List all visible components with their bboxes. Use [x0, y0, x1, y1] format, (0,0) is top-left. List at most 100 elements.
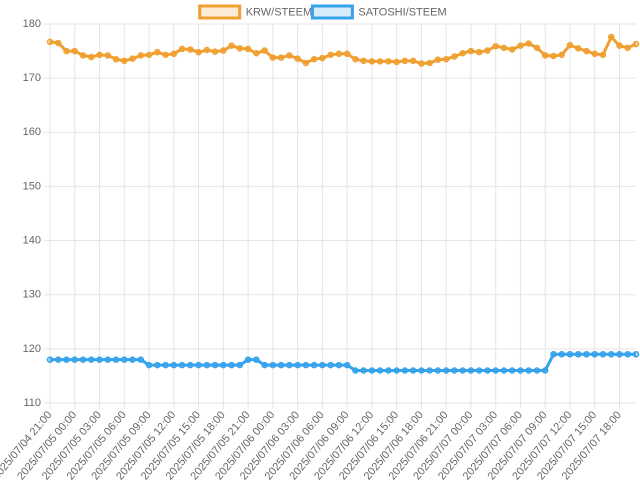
data-point: [426, 59, 433, 67]
data-point: [508, 367, 516, 374]
data-point: [624, 44, 631, 52]
data-point: [121, 57, 128, 65]
data-point: [294, 361, 301, 369]
data-point: [599, 351, 607, 358]
data-point: [319, 54, 326, 62]
data-point: [467, 47, 475, 55]
data-point: [236, 45, 244, 52]
data-point: [343, 361, 351, 369]
data-point: [533, 44, 541, 52]
data-point: [492, 367, 499, 374]
data-point: [517, 42, 524, 49]
y-tick-label: 110: [23, 397, 41, 409]
y-tick-label: 150: [23, 180, 41, 192]
data-point: [203, 46, 211, 54]
data-point: [195, 361, 202, 369]
data-point: [583, 47, 590, 55]
data-point: [550, 351, 557, 358]
series-line: [49, 34, 637, 66]
data-point: [46, 38, 54, 46]
y-tick-label: 180: [23, 18, 41, 30]
data-point: [484, 367, 491, 374]
data-point: [624, 351, 631, 358]
data-point: [261, 47, 268, 54]
data-point: [145, 51, 153, 59]
data-point: [475, 367, 483, 374]
data-point: [541, 52, 549, 59]
data-point: [591, 351, 598, 358]
data-point: [632, 40, 640, 48]
data-point: [525, 40, 532, 47]
data-point: [220, 361, 227, 369]
data-point: [525, 367, 532, 374]
data-point: [154, 48, 161, 56]
data-point: [211, 361, 219, 369]
data-point: [368, 58, 376, 65]
data-point: [129, 55, 136, 62]
data-point: [187, 46, 194, 53]
y-tick-label: 140: [23, 234, 41, 246]
data-point: [244, 45, 252, 53]
data-point: [533, 367, 541, 374]
y-tick-label: 130: [23, 289, 41, 301]
data-point: [393, 367, 400, 374]
legend-label: SATOSHI/STEEM: [358, 6, 446, 18]
data-point: [88, 53, 95, 61]
data-point: [451, 367, 458, 374]
data-point: [162, 51, 169, 59]
data-point: [71, 47, 79, 55]
data-point: [294, 55, 301, 62]
data-point: [71, 356, 79, 363]
data-point: [261, 361, 268, 369]
data-point: [228, 361, 235, 369]
data-point: [500, 44, 508, 52]
data-point: [203, 361, 211, 369]
data-point: [632, 351, 640, 358]
data-point: [442, 55, 450, 63]
data-point: [616, 351, 623, 358]
data-point: [46, 356, 54, 363]
data-point: [137, 52, 145, 59]
data-point: [459, 367, 466, 374]
data-point: [310, 55, 318, 63]
y-tick-label: 160: [23, 126, 41, 138]
data-point: [393, 58, 400, 66]
data-point: [442, 367, 450, 374]
data-point: [310, 361, 318, 369]
legend-swatch: [310, 4, 354, 20]
data-point: [451, 53, 458, 60]
data-point: [104, 52, 112, 59]
data-point: [500, 367, 508, 374]
data-point: [104, 356, 112, 363]
data-point: [277, 54, 285, 61]
y-tick-label: 120: [23, 343, 41, 355]
data-point: [492, 42, 499, 50]
data-point: [170, 361, 178, 369]
data-point: [79, 356, 87, 363]
data-point: [558, 351, 565, 358]
data-point: [401, 57, 409, 65]
data-point: [88, 356, 95, 363]
data-point: [96, 356, 103, 363]
data-point: [368, 367, 376, 374]
data-point: [517, 367, 524, 374]
data-point: [79, 52, 87, 59]
data-point: [376, 58, 384, 65]
y-tick-label: 170: [23, 72, 41, 84]
legend-label: KRW/STEEM: [246, 6, 312, 18]
data-point: [484, 47, 491, 54]
data-point: [170, 50, 178, 58]
data-point: [96, 51, 103, 59]
data-point: [418, 60, 425, 67]
data-point: [55, 39, 62, 47]
data-point: [599, 51, 607, 59]
data-point: [385, 367, 392, 374]
data-point: [360, 367, 367, 374]
data-point: [418, 367, 425, 374]
data-point: [616, 42, 623, 49]
data-point: [409, 57, 417, 65]
series-line: [50, 352, 636, 373]
data-point: [376, 367, 384, 374]
data-point: [55, 356, 62, 363]
data-point: [63, 356, 70, 363]
